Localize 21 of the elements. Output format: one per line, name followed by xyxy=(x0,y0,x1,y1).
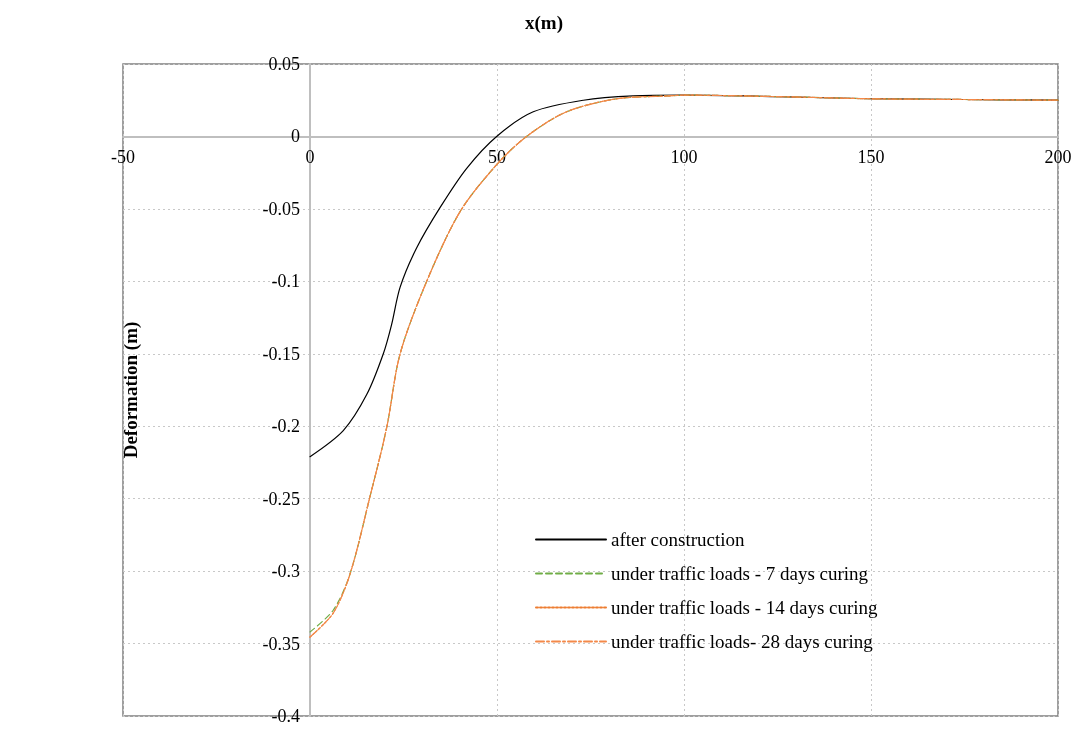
legend-label: under traffic loads - 14 days curing xyxy=(611,597,879,618)
legend-label: after construction xyxy=(611,529,745,550)
x-tick-label: 150 xyxy=(857,147,885,168)
x-tick-label: 0 xyxy=(305,147,315,168)
y-tick-label: -0.15 xyxy=(262,343,300,364)
y-tick-label: -0.2 xyxy=(271,416,300,437)
y-tick-label: -0.4 xyxy=(271,706,300,726)
y-tick-label: -0.05 xyxy=(262,198,300,219)
y-tick-label: -0.3 xyxy=(271,561,300,582)
y-tick-label: -0.1 xyxy=(271,271,300,292)
y-tick-label: 0 xyxy=(291,126,300,147)
x-tick-label: -50 xyxy=(111,147,135,168)
legend-label: under traffic loads - 7 days curing xyxy=(611,563,869,584)
y-axis-title: Deformation (m) xyxy=(120,321,142,459)
x-axis-title: x(m) xyxy=(525,12,563,34)
x-tick-label: 200 xyxy=(1044,147,1072,168)
y-tick-label: -0.35 xyxy=(262,633,300,654)
y-tick-label: 0.05 xyxy=(268,54,300,74)
x-tick-label: 100 xyxy=(670,147,698,168)
y-tick-label: -0.25 xyxy=(262,488,300,509)
legend-label: under traffic loads- 28 days curing xyxy=(611,631,874,652)
